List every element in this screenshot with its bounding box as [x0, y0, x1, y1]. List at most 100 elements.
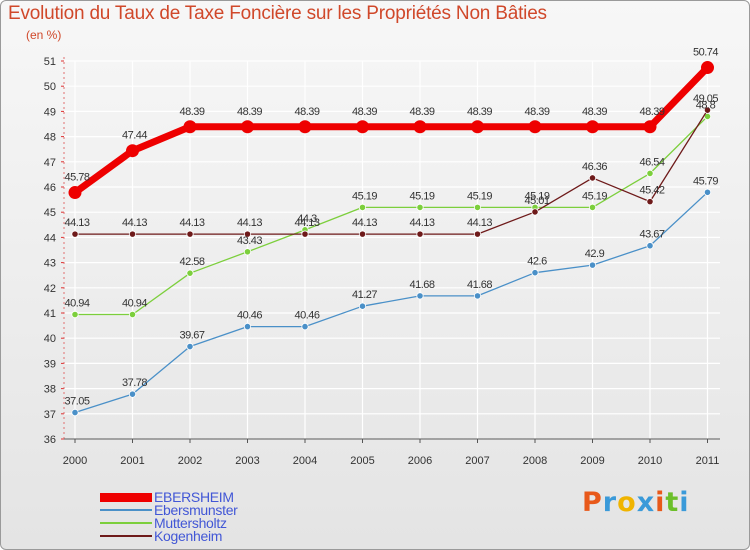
- point-kogenheim-2004: [301, 230, 309, 238]
- chart-title: Evolution du Taux de Taxe Foncière sur l…: [8, 3, 547, 24]
- legend-swatch-muttersholtz: [100, 522, 152, 524]
- data-label-muttersholtz-2010: 46.54: [639, 156, 664, 168]
- point-kogenheim-2003: [243, 230, 252, 238]
- data-label-kogenheim-2010: 45.42: [639, 185, 664, 197]
- data-label-muttersholtz-2000: 40.94: [64, 298, 89, 310]
- data-label-kogenheim-2002: 44.13: [179, 217, 204, 229]
- point-kogenheim-2006: [416, 230, 424, 238]
- x-tick-label-2011: 2011: [696, 455, 720, 467]
- data-label-ebersmunster-2009: 42.9: [585, 248, 605, 260]
- data-label-ebersheim-2008: 48.39: [524, 106, 549, 118]
- y-tick-label-47: 47: [44, 157, 56, 169]
- legend-item-ebersmunster: Ebersmunster: [100, 502, 238, 518]
- data-label-ebersmunster-2010: 43.67: [639, 229, 664, 241]
- point-ebersmunster-2006: [416, 292, 424, 300]
- point-ebersheim-2002: [183, 120, 197, 134]
- point-ebersheim-2003: [241, 120, 254, 134]
- point-muttersholtz-2003: [243, 248, 252, 256]
- y-tick-label-51: 51: [44, 56, 56, 68]
- point-ebersheim-2000: [68, 186, 82, 200]
- x-tick-label-2001: 2001: [120, 455, 144, 467]
- x-tick-label-2008: 2008: [523, 455, 547, 467]
- data-label-muttersholtz-2008: 45.19: [524, 190, 549, 202]
- point-muttersholtz-2009: [588, 203, 597, 212]
- logo-letter: x: [636, 487, 656, 518]
- series-line-ebersheim: [72, 65, 711, 196]
- logo-letter: t: [665, 487, 680, 518]
- x-tick-label-2005: 2005: [350, 455, 374, 467]
- x-tick-label-2010: 2010: [638, 455, 662, 467]
- data-label-kogenheim-2011: 49.05: [693, 93, 718, 105]
- proxiti-logo: Proxiti: [582, 487, 690, 518]
- point-kogenheim-2008: [531, 208, 539, 216]
- y-tick-label-48: 48: [44, 132, 56, 144]
- data-label-muttersholtz-2003: 43.43: [237, 235, 262, 247]
- data-label-ebersheim-2010: 48.39: [639, 106, 664, 118]
- point-ebersmunster-2011: [703, 188, 712, 196]
- data-label-ebersheim-2011: 50.74: [693, 47, 718, 59]
- point-ebersheim-2011: [701, 61, 714, 75]
- x-tick-label-2003: 2003: [235, 455, 259, 467]
- point-ebersmunster-2000: [71, 408, 79, 417]
- legend-label-muttersholtz: Muttersholtz: [154, 515, 227, 531]
- point-kogenheim-2005: [358, 230, 367, 238]
- y-tick-label-38: 38: [44, 384, 56, 396]
- point-ebersmunster-2007: [473, 292, 482, 300]
- y-tick-label-43: 43: [44, 258, 56, 270]
- data-label-ebersheim-2001: 47.44: [122, 130, 147, 142]
- legend-item-kogenheim: Kogenheim: [100, 528, 223, 544]
- data-label-ebersheim-2004: 48.39: [294, 106, 319, 118]
- grid: [64, 60, 720, 440]
- data-label-ebersheim-2009: 48.39: [582, 106, 607, 118]
- data-label-ebersmunster-2006: 41.68: [409, 279, 434, 291]
- data-label-ebersmunster-2004: 40.46: [294, 310, 319, 322]
- data-label-muttersholtz-2007: 45.19: [467, 190, 492, 202]
- legend-item-ebersheim: EBERSHEIM: [100, 489, 234, 505]
- point-ebersmunster-2001: [128, 390, 137, 398]
- series-line-ebersmunster: [74, 191, 708, 414]
- legend-swatch-ebersmunster: [100, 509, 152, 511]
- logo-letter: r: [602, 487, 618, 518]
- legend-label-kogenheim: Kogenheim: [154, 528, 223, 544]
- point-ebersmunster-2002: [186, 342, 194, 351]
- data-label-ebersmunster-2008: 42.6: [527, 256, 547, 268]
- logo-letter: P: [582, 487, 603, 518]
- point-ebersmunster-2004: [301, 323, 309, 331]
- point-muttersholtz-2007: [473, 203, 482, 212]
- y-tick-label-46: 46: [44, 182, 56, 194]
- point-kogenheim-2007: [473, 230, 482, 238]
- x-tick-label-2004: 2004: [293, 455, 317, 467]
- data-label-ebersmunster-2003: 40.46: [237, 310, 262, 322]
- series-line-kogenheim: [75, 109, 709, 235]
- x-tick-label-2007: 2007: [465, 455, 489, 467]
- data-label-ebersmunster-2007: 41.68: [467, 279, 492, 291]
- data-label-muttersholtz-2002: 42.58: [179, 256, 204, 268]
- x-tick-label-2006: 2006: [408, 455, 432, 467]
- series-line-muttersholtz: [75, 115, 708, 316]
- point-ebersheim-2008: [528, 120, 542, 134]
- point-muttersholtz-2010: [646, 169, 654, 177]
- data-label-ebersmunster-2002: 39.67: [179, 330, 204, 342]
- data-label-muttersholtz-2011: 48.8: [696, 99, 716, 111]
- unit-label: (en %): [26, 28, 62, 42]
- logo-letter: o: [617, 487, 637, 518]
- legend-label-ebersheim: EBERSHEIM: [154, 489, 234, 505]
- point-ebersmunster-2005: [358, 302, 367, 310]
- point-muttersholtz-2005: [358, 203, 367, 212]
- logo-letter: i: [679, 487, 690, 518]
- y-tick-label-50: 50: [44, 81, 56, 93]
- data-label-ebersheim-2006: 48.39: [409, 106, 434, 118]
- point-muttersholtz-2000: [71, 310, 79, 319]
- point-kogenheim-2010: [646, 198, 654, 206]
- point-ebersheim-2004: [298, 120, 312, 134]
- axes: 36 37 38 39 40 41 42 43 44 45 46 47 48 49 50 51 2000 2001…: [44, 56, 720, 467]
- data-label-kogenheim-2008: 45.01: [524, 195, 549, 207]
- logo-letter: i: [655, 487, 666, 518]
- data-label-kogenheim-2004: 44.13: [294, 217, 319, 229]
- legend-label-ebersmunster: Ebersmunster: [154, 502, 238, 518]
- point-kogenheim-2000: [71, 230, 79, 238]
- point-ebersheim-2009: [586, 120, 599, 134]
- data-label-ebersheim-2000: 45.78: [64, 172, 89, 184]
- point-muttersholtz-2002: [186, 269, 194, 277]
